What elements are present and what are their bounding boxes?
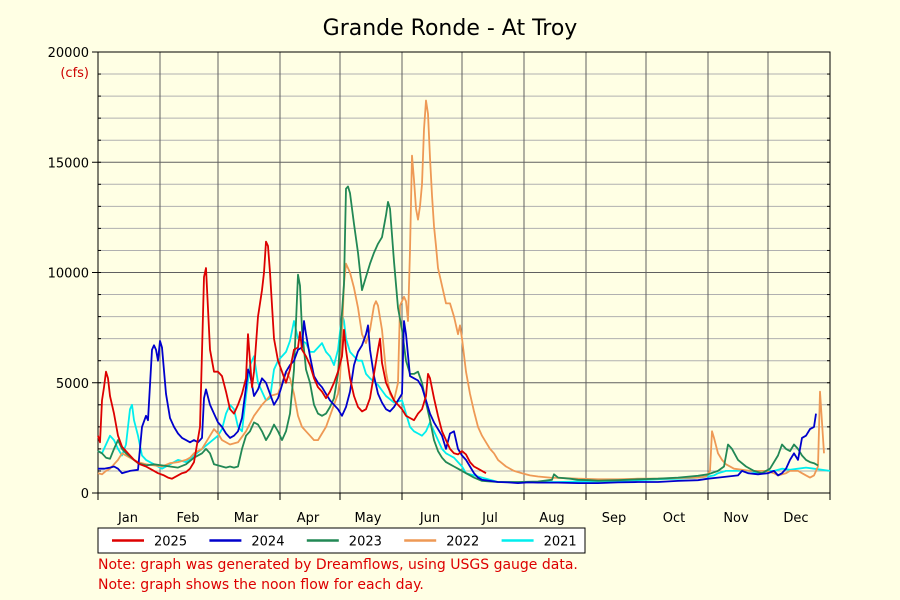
x-tick-label: Mar [234,511,259,526]
grid [97,51,831,494]
series-line-2022 [97,99,825,481]
series-line-2025 [97,240,487,480]
legend-label-2023: 2023 [349,535,382,550]
legend: 2025 2024 2023 2022 2021 [97,527,586,554]
y-unit-label: (cfs) [60,66,89,81]
y-tick-label: 0 [81,487,89,502]
x-tick-label: Oct [663,511,685,526]
x-tick-label: Apr [297,511,320,526]
series-lines [97,99,831,484]
legend-label-2022: 2022 [446,535,479,550]
x-tick-label: Jan [117,511,138,526]
x-tick-label: Dec [783,511,808,526]
y-tick-label: 10000 [48,267,89,282]
note-source: Note: graph was generated by Dreamflows,… [98,557,578,573]
x-tick-label: Nov [723,511,749,526]
series-line-2024 [98,320,817,484]
x-tick-label: Sep [602,511,627,526]
y-tick-label: 15000 [48,156,89,171]
x-tick-label: Jun [419,511,440,526]
x-tick-label: Jul [481,511,498,526]
x-tick-label: May [355,511,382,526]
axes: 0 5000 10000 15000 20000 (cfs) Jan Feb Mar Apr May… [48,46,831,526]
chart-title: Grande Ronde - At Troy [323,16,578,41]
legend-label-2024: 2024 [251,535,284,550]
series-line-2023 [97,185,819,483]
x-tick-label: Aug [539,511,564,526]
legend-label-2025: 2025 [154,535,187,550]
legend-label-2021: 2021 [544,535,577,550]
x-tick-label: Feb [176,511,199,526]
y-tick-label: 20000 [48,46,89,61]
y-tick-label: 5000 [56,377,89,392]
note-noon-flow: Note: graph shows the noon flow for each… [98,577,424,593]
